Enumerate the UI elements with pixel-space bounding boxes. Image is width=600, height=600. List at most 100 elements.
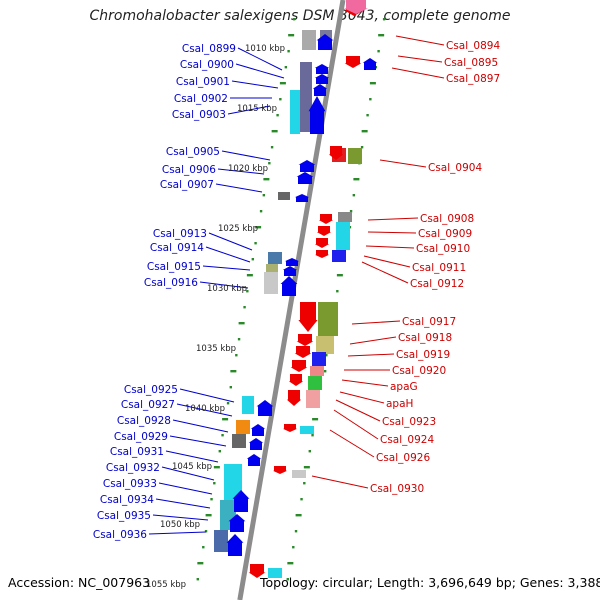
forward-gene-arrow [246, 454, 262, 466]
leader-line [217, 168, 265, 175]
feature-shading [214, 30, 362, 578]
leader-line [221, 150, 271, 161]
feature-block [278, 192, 290, 200]
tick-mark [279, 82, 286, 85]
gene-label-right: Csal_0911 [412, 262, 466, 274]
tick-mark [295, 514, 302, 517]
tick-mark [259, 210, 263, 213]
gene-label-right: Csal_0909 [418, 228, 472, 240]
feature-block [268, 252, 282, 264]
leader-line [349, 336, 397, 345]
tick-mark [308, 450, 311, 453]
forward-gene-arrow [314, 64, 330, 74]
genome-info-text: Topology: circular; Length: 3,696,649 bp… [260, 575, 600, 590]
feature-block [292, 470, 306, 478]
tick-mark [255, 226, 262, 229]
gene-label-right: Csal_0912 [410, 278, 464, 290]
tick-mark [352, 194, 356, 197]
reverse-gene-arrow [344, 0, 368, 14]
reverse-gene-arrow [318, 214, 334, 224]
leader-line [365, 245, 415, 249]
feature-block [290, 90, 300, 134]
tick-mark [237, 338, 241, 341]
gene-label-left: Csal_0927 [121, 399, 175, 411]
leader-line [347, 353, 395, 357]
tick-mark [213, 482, 216, 485]
forward-gene-arrow [316, 34, 334, 50]
leader-line [339, 391, 385, 404]
reverse-gene-arrow [294, 346, 312, 358]
forward-gene-arrow [362, 58, 378, 70]
scale-label: 1035 kbp [196, 344, 236, 354]
scale-label: 1015 kbp [237, 104, 277, 114]
gene-label-left: Csal_0899 [182, 43, 236, 55]
tick-mark [288, 34, 295, 37]
leader-line [169, 435, 227, 447]
tick-mark [204, 530, 208, 533]
leader-line [367, 217, 419, 221]
tick-mark [300, 498, 303, 501]
tick-mark [270, 146, 274, 149]
tick-mark [360, 146, 364, 149]
forward-gene-arrow [248, 438, 264, 450]
gene-label-right: Csal_0910 [416, 243, 470, 255]
gene-label-right: Csal_0930 [370, 483, 424, 495]
feature-block [348, 148, 362, 164]
gene-labels: Csal_0899 Csal_0900 Csal_0901 Csal_0902 Csal… [93, 40, 501, 541]
feature-block [300, 426, 314, 434]
gene-label-left: Csal_0928 [117, 415, 171, 427]
tick-mark [222, 418, 229, 421]
tick-mark [243, 306, 246, 309]
leader-line [379, 159, 427, 168]
forward-gene-arrow [296, 172, 314, 184]
gene-label-right: apaH [386, 398, 413, 410]
tick-mark [303, 482, 306, 485]
gene-label-left: Csal_0914 [150, 242, 204, 254]
feature-block [214, 530, 228, 552]
feature-block [268, 568, 282, 578]
forward-gene-arrow [280, 276, 298, 296]
reverse-gene-arrow [344, 56, 362, 68]
leader-line [227, 105, 271, 115]
feature-block [232, 434, 246, 448]
leader-line [363, 255, 411, 268]
tick-mark [325, 354, 328, 357]
scale-label: 1050 kbp [160, 520, 200, 530]
tick-mark [312, 418, 319, 421]
genome-backbone [237, 0, 346, 600]
scale-label: 1025 kbp [218, 224, 258, 234]
gene-label-right: Csal_0918 [398, 332, 452, 344]
tick-mark [292, 18, 296, 21]
tick-mark [279, 98, 282, 101]
reverse-gene-arrow [328, 146, 344, 160]
leader-line [361, 261, 409, 284]
leader-line [199, 281, 249, 289]
feature-block [318, 302, 338, 336]
leader-line [311, 475, 369, 489]
leader-line [165, 450, 219, 463]
reverse-gene-arrow [282, 424, 298, 432]
reverse-gene-arrow [316, 226, 332, 236]
forward-gene-arrow [284, 258, 300, 266]
gene-label-right: Csal_0920 [392, 365, 446, 377]
gene-label-right: Csal_0897 [446, 73, 500, 85]
gene-label-right: Csal_0923 [382, 416, 436, 428]
leader-line [152, 514, 209, 521]
tick-mark [202, 546, 205, 549]
accession-text: Accession: NC_007963 [8, 575, 151, 590]
gene-label-left: Csal_0900 [180, 59, 234, 71]
tick-mark [229, 386, 233, 389]
reverse-gene-arrow [314, 250, 330, 258]
forward-gene-arrow [250, 424, 266, 436]
leader-line [395, 35, 445, 46]
tick-mark [238, 322, 245, 325]
gene-label-right: Csal_0908 [420, 213, 474, 225]
scale-label: 1010 kbp [245, 44, 285, 54]
gene-label-left: Csal_0916 [144, 277, 198, 289]
forward-gene-arrow [294, 194, 310, 202]
tick-mark [210, 498, 213, 501]
reverse-gene-arrow [298, 302, 318, 332]
tick-mark [213, 466, 220, 469]
leader-line [155, 498, 211, 509]
tick-mark [353, 178, 360, 181]
